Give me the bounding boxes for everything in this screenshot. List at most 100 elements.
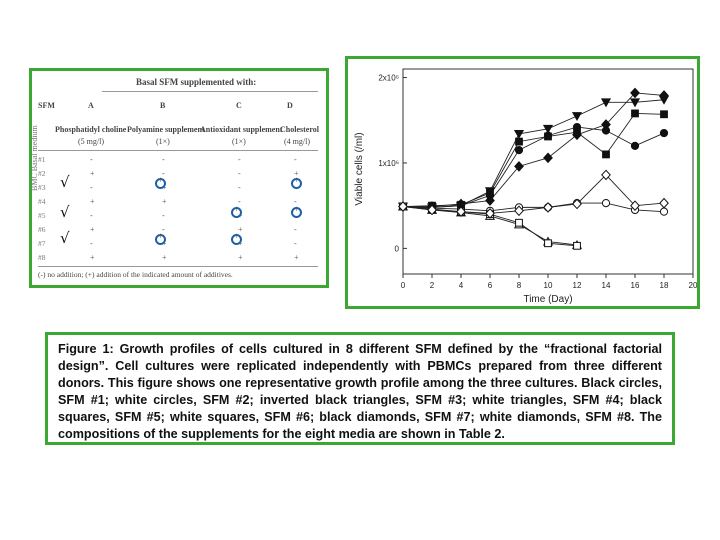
table-cell: +: [294, 169, 299, 178]
table-row-label: #3: [38, 183, 46, 192]
data-point: [600, 98, 612, 108]
table-cell: +: [162, 253, 167, 262]
highlight-ring-c5: +: [231, 204, 242, 218]
column-amount-b: (1×): [156, 137, 170, 146]
column-letter-a: A: [88, 101, 94, 110]
data-point: [602, 150, 610, 159]
series-line: [402, 99, 665, 208]
highlight-ring-d3: +: [291, 175, 302, 189]
series-line: [402, 202, 665, 213]
highlight-ring-b3: +: [155, 175, 166, 189]
x-tick-label: 12: [573, 281, 582, 290]
x-tick-label: 14: [602, 281, 611, 290]
data-point: [515, 218, 523, 227]
y-axis-label: Viable cells (/ml): [354, 132, 365, 205]
y-tick-label: 0: [395, 244, 400, 253]
table-cell: +: [238, 225, 243, 234]
data-point: [427, 204, 437, 216]
check-mark-row-7: √: [60, 229, 70, 247]
x-tick-label: 4: [459, 281, 464, 290]
x-axis-label: Time (Day): [523, 294, 572, 305]
table-rule-top: [38, 150, 318, 151]
data-point: [601, 169, 611, 181]
table-row-label: #7: [38, 239, 46, 248]
table-cell: -: [162, 211, 165, 220]
data-point: [571, 112, 583, 121]
figure-caption: Figure 1: Growth profiles of cells cultu…: [58, 342, 662, 441]
data-point: [630, 141, 640, 150]
table-cell: -: [294, 197, 297, 206]
table-cell: -: [294, 155, 297, 164]
x-tick-label: 16: [631, 281, 640, 290]
table-row-label: #6: [38, 225, 46, 234]
data-point: [542, 124, 554, 134]
figure-caption-box: Figure 1: Growth profiles of cells cultu…: [45, 332, 675, 445]
data-point: [630, 200, 640, 212]
y-tick-label: 2x10⁶: [378, 74, 399, 83]
data-point: [660, 110, 668, 119]
table-rule-bottom: [38, 266, 318, 267]
x-tick-label: 10: [544, 281, 553, 290]
data-point: [456, 206, 466, 217]
data-point: [543, 202, 553, 213]
highlight-ring-d5: +: [291, 204, 302, 218]
data-point: [485, 195, 495, 206]
series-line: [402, 112, 665, 207]
table-cell: -: [90, 239, 93, 248]
table-cell: +: [238, 253, 243, 262]
column-name-b: Polyamine supplement: [127, 125, 205, 134]
table-cell: +: [90, 197, 95, 206]
table-cell: -: [294, 225, 297, 234]
y-tick-label: 1x10⁶: [378, 159, 399, 168]
table-cell: +: [294, 253, 299, 262]
table-row-label: #1: [38, 155, 46, 164]
highlight-ring-b7: +: [155, 231, 166, 245]
series-line: [403, 92, 665, 207]
data-point: [572, 198, 582, 210]
data-point: [659, 207, 669, 216]
table-cell: -: [238, 183, 241, 192]
data-point: [601, 199, 611, 208]
data-point: [515, 137, 523, 146]
table-cell: +: [90, 253, 95, 262]
highlight-ring-c7: +: [231, 231, 242, 245]
check-mark-row-3: √: [60, 173, 70, 191]
column-letter-b: B: [160, 101, 166, 110]
data-point: [601, 119, 611, 130]
table-cell: -: [162, 225, 165, 234]
data-point: [485, 208, 495, 219]
x-tick-label: 0: [401, 281, 406, 290]
table-cell: -: [294, 239, 297, 248]
data-point: [631, 109, 639, 118]
table-header-line: [102, 91, 318, 92]
data-point: [514, 146, 524, 155]
data-point: [572, 129, 582, 141]
column-amount-a: (5 mg/l): [78, 137, 104, 146]
check-mark-row-5: √: [60, 203, 70, 221]
data-point: [629, 98, 641, 108]
table-cell: +: [90, 225, 95, 234]
table-cell: +: [90, 169, 95, 178]
chart-panel: Viable cells (/ml) Time (Day) 0 2 4 6 8 10 12 1…: [345, 56, 700, 309]
data-point: [659, 128, 669, 138]
column-name-a: Phosphatidyl choline: [55, 125, 127, 134]
table-row-label: #4: [38, 197, 46, 206]
table-cell: -: [90, 183, 93, 192]
data-point: [513, 130, 525, 139]
table-row-label: #2: [38, 169, 46, 178]
column-amount-c: (1×): [232, 137, 246, 146]
table-cell: -: [238, 155, 241, 164]
table-cell: -: [162, 169, 165, 178]
data-point: [659, 197, 669, 209]
table-row-label: #8: [38, 253, 46, 262]
data-point: [543, 152, 553, 164]
series-line: [402, 174, 665, 214]
column-name-d: Cholesterol: [280, 125, 319, 134]
column-letter-c: C: [236, 101, 242, 110]
x-tick-label: 8: [517, 281, 522, 290]
x-tick-label: 6: [488, 281, 493, 290]
x-tick-label: 18: [660, 281, 669, 290]
table-cell: -: [238, 169, 241, 178]
column-letter-d: D: [287, 101, 293, 110]
table-cell: -: [90, 211, 93, 220]
